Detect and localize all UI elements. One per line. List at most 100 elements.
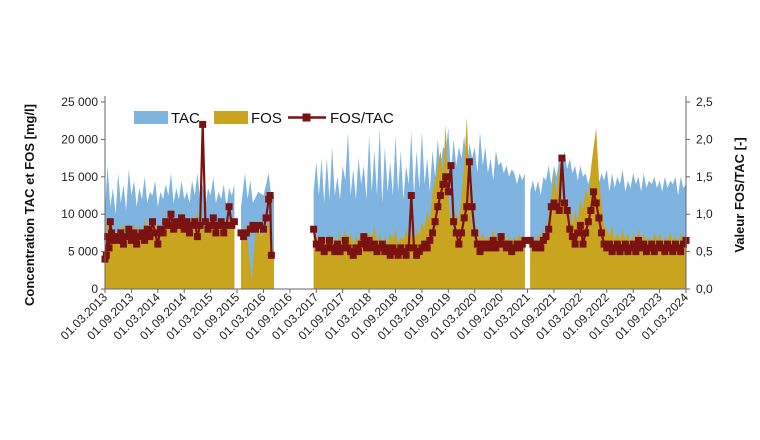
fos-tac-marker [344,244,352,252]
fos-tac-marker [418,244,426,252]
fos-tac-marker [266,192,274,199]
fos-tac-marker [598,229,605,237]
fos-tac-marker [138,229,146,237]
fos-tac-marker [389,244,397,252]
fos-tac-marker [339,244,347,252]
fos-tac-marker [223,221,230,229]
fos-tac-marker [605,240,613,248]
y2-axis-title: Valeur FOS/TAC [-] [732,137,747,252]
fos-tac-marker [619,244,627,252]
fos-tac-marker [471,229,479,237]
axes-layer: 0 5 000 10 000 15 000 20 000 25 000 0,0 0,5 1,0 1… [58,95,713,343]
fos-tac-marker [444,188,452,196]
fos-tac-marker [381,248,389,256]
fos-tac-marker [333,240,341,248]
fos-tac-marker [215,221,223,229]
fos-tac-marker [237,229,245,237]
fos-tac-marker [640,240,648,248]
legend-tac-swatch [134,111,168,124]
fos-tac-marker [143,225,151,233]
fos-tac-marker [363,244,370,252]
fos-tac-marker [595,214,603,222]
fos-tac-marker [170,225,178,233]
fos-tac-marker [331,248,339,256]
fos-tac-marker [370,240,378,248]
fos-tac-marker [201,218,209,226]
fos-tac-marker [178,214,186,222]
fos-tac-marker [357,240,365,248]
y-tick-label: 25 000 [61,95,98,109]
y2-tick-label: 1,5 [696,170,713,184]
fos-tac-marker [629,240,637,248]
fos-tac-marker [661,248,669,256]
fos-tac-marker [473,240,481,248]
fos-tac-marker [664,240,671,248]
fos-tac-marker [611,244,619,252]
fos-tac-marker [265,195,273,203]
fos-tac-marker [455,240,463,248]
fos-tac-marker [502,244,510,252]
fos-tac-marker [616,248,624,256]
y2-tick-label: 0,0 [696,282,713,296]
y-tick-label: 5 000 [68,245,98,259]
fos-tac-marker [489,236,497,244]
legend: TAC FOS FOS/TAC [134,110,394,127]
fos-tac-marker [394,251,402,259]
fos-tac-marker [341,236,349,244]
fos-tac-marker [106,218,114,226]
fos-tac-marker [249,221,257,229]
y2-tick-label: 0,5 [696,245,713,259]
fos-tac-marker [592,199,600,207]
fos-tac-marker [199,120,207,128]
fos-tac-marker [108,229,116,237]
fos-tac-marker [505,240,513,248]
fos-tac-marker [112,233,120,241]
fos-tac-marker [209,214,217,222]
fos-tac-marker [220,229,228,237]
fos-tac-marker [624,248,632,256]
fos-tac-marker [497,233,505,241]
fos-tac-marker [328,244,336,252]
fos-tac-marker [487,244,495,252]
fos-tac-marker [162,218,170,226]
fos-tac-marker [555,207,563,214]
fos-tac-marker [207,221,215,229]
fos-tac-marker [476,248,484,256]
fos-tac-marker [326,236,333,244]
fos-tac-marker [632,248,640,256]
fos-tac-marker [376,244,384,252]
fos-tac-marker [658,244,666,252]
fos-tac-marker [109,236,117,244]
fos-tac-marker [642,248,650,256]
fos-tac-marker [426,236,434,244]
fos-tac-marker [252,225,259,233]
fos-tac-marker [447,162,455,170]
fos-tac-marker [130,229,138,237]
fos-tac-marker [656,240,664,248]
fos-tac-marker [590,188,598,196]
fos-tac-marker [186,229,193,237]
y-tick-label: 15 000 [61,170,98,184]
fos-tac-marker [584,218,592,226]
fos-tac-marker [246,225,254,233]
fos-tac-marker [114,236,122,244]
fos-tac-marker [104,233,112,241]
fos-tac-marker [481,244,489,252]
fos-tac-marker [352,244,360,252]
fos-tac-marker [666,244,674,252]
fos-tac-marker [105,244,113,252]
legend-fos-label: FOS [251,110,282,127]
fos-tac-marker [566,225,574,233]
fos-tac-marker [102,251,110,259]
fos-tac-marker [648,240,656,248]
fos-tac-marker [262,214,270,222]
fos-tac-marker [600,240,608,248]
area-fos-segment-0 [105,210,235,289]
fos-tac-marker [167,210,175,218]
fos-tac-marker [429,229,436,237]
fos-tac-marker [360,233,368,241]
fos-tac-marker [133,240,141,248]
fos-tac-marker [318,236,326,244]
y-axis-title: Concentration TAC et FOS [mg/l] [22,104,37,306]
fos-tac-marker [434,203,442,211]
